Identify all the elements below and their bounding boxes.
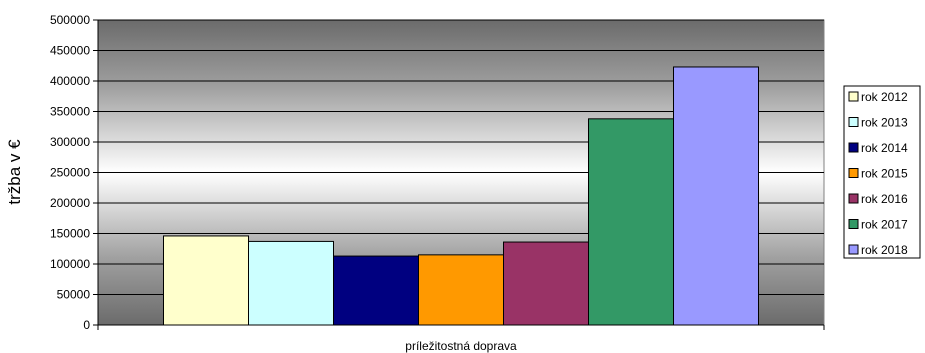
legend-label: rok 2014 (861, 141, 908, 155)
legend-swatch (848, 91, 859, 102)
y-tick-label: 50000 (57, 288, 91, 302)
y-axis-ticks: 0 50000 100000 150000 200000 250000 300000 3500… (50, 13, 98, 332)
legend-label: rok 2018 (861, 243, 908, 257)
bar-rok-2012 (163, 235, 249, 326)
y-axis-title: tržba v € (5, 139, 24, 205)
y-tick-label: 0 (83, 318, 90, 332)
legend-label: rok 2015 (861, 167, 908, 181)
legend-label: rok 2012 (861, 90, 908, 104)
legend-label: rok 2017 (861, 218, 908, 232)
y-tick-label: 300000 (50, 135, 90, 149)
bar-rok-2018 (673, 66, 759, 326)
legend-label: rok 2016 (861, 192, 908, 206)
y-tick-label: 400000 (50, 74, 90, 88)
bar-rok-2015 (418, 254, 504, 326)
y-tick-label: 500000 (50, 13, 90, 27)
legend-label: rok 2013 (861, 116, 908, 130)
x-category-label: príležitostná doprava (405, 339, 517, 353)
bar-rok-2017 (588, 118, 674, 326)
y-tick-label: 250000 (50, 166, 90, 180)
legend-swatch (848, 142, 859, 153)
y-tick-label: 150000 (50, 227, 90, 241)
y-tick-label: 100000 (50, 257, 90, 271)
legend-swatch (848, 193, 859, 204)
bar-rok-2014 (333, 255, 419, 326)
y-tick-label: 200000 (50, 196, 90, 210)
legend-swatch (848, 244, 859, 255)
bar-rok-2013 (248, 240, 334, 326)
y-tick-label: 450000 (50, 44, 90, 58)
y-tick-label: 350000 (50, 105, 90, 119)
legend-swatch (848, 168, 859, 178)
legend-swatch (848, 219, 859, 229)
legend: rok 2012 rok 2013 rok 2014 rok 2015 rok 2016… (848, 90, 908, 257)
bar-rok-2016 (503, 241, 589, 326)
legend-swatch (848, 117, 859, 127)
